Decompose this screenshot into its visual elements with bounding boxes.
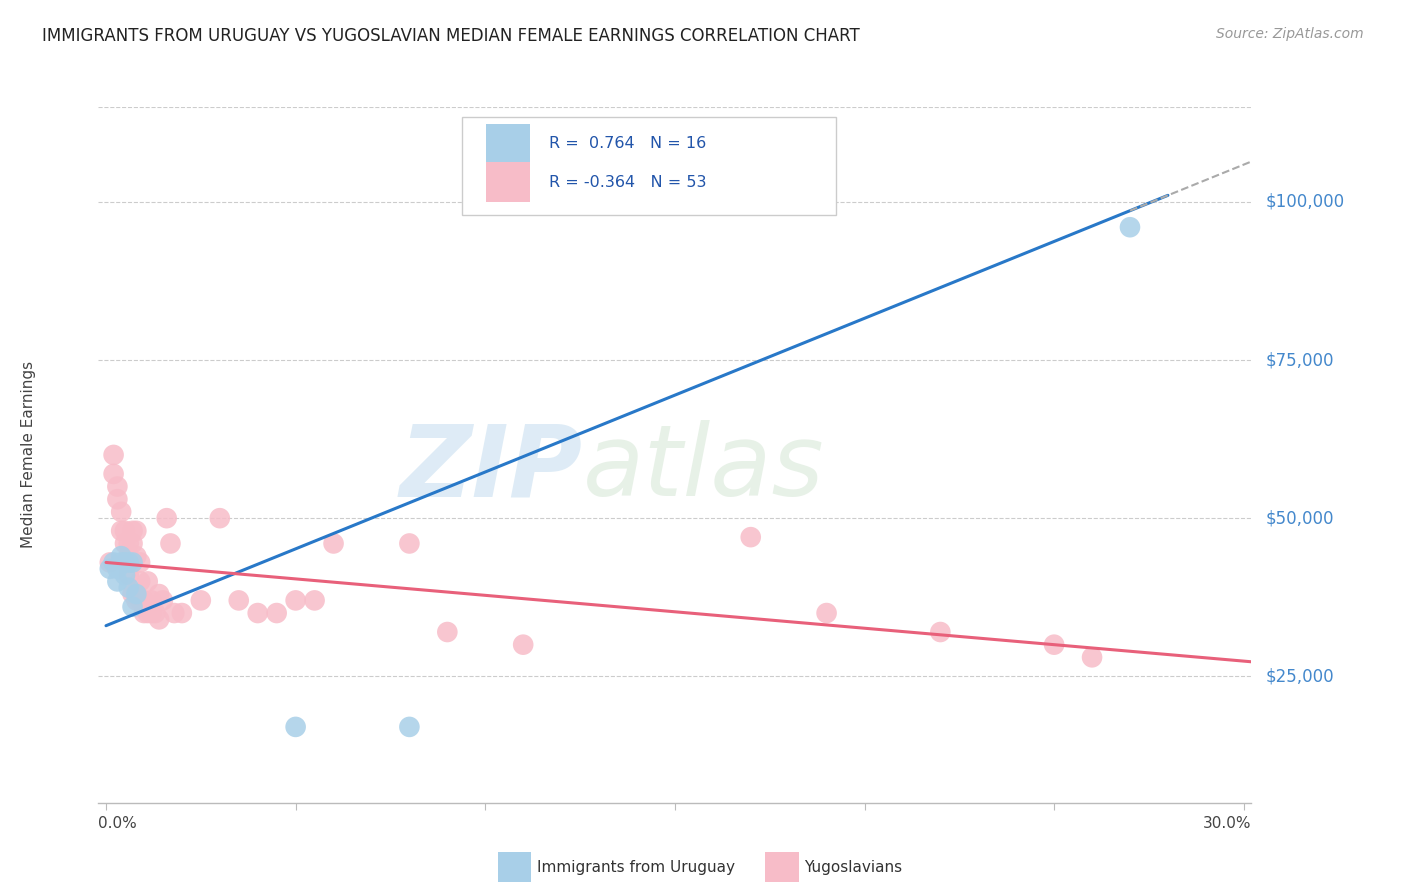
Point [136,574,159,589]
Point [125,524,148,538]
Point [152,593,174,607]
Point [512,638,534,652]
Point [1119,220,1142,235]
Point [98,556,121,570]
Point [266,606,288,620]
Text: $25,000: $25,000 [1265,667,1334,685]
FancyBboxPatch shape [486,124,530,163]
Text: Yugoslavians: Yugoslavians [804,860,903,874]
Point [121,556,143,570]
Point [105,574,128,589]
Point [105,562,128,576]
Point [121,587,143,601]
Point [105,479,128,493]
Point [110,556,132,570]
Point [125,587,148,601]
Point [159,536,181,550]
Point [118,568,141,582]
Point [103,467,125,481]
Point [125,549,148,563]
Point [103,556,125,570]
FancyBboxPatch shape [486,162,530,202]
Text: IMMIGRANTS FROM URUGUAY VS YUGOSLAVIAN MEDIAN FEMALE EARNINGS CORRELATION CHART: IMMIGRANTS FROM URUGUAY VS YUGOSLAVIAN M… [42,27,860,45]
Point [121,524,143,538]
Text: $100,000: $100,000 [1265,193,1344,211]
Point [129,574,152,589]
Point [118,581,141,595]
Point [398,720,420,734]
Point [110,524,132,538]
Text: $50,000: $50,000 [1265,509,1334,527]
Point [114,536,136,550]
Point [148,587,170,601]
Text: R = -0.364   N = 53: R = -0.364 N = 53 [550,175,707,190]
Text: ZIP: ZIP [399,420,582,517]
Point [929,625,952,640]
Point [129,593,152,607]
Text: 0.0%: 0.0% [98,816,138,831]
Point [436,625,458,640]
Point [136,606,159,620]
Point [114,556,136,570]
Text: Source: ZipAtlas.com: Source: ZipAtlas.com [1216,27,1364,41]
Point [141,593,163,607]
Text: atlas: atlas [582,420,824,517]
Point [398,536,420,550]
Point [132,593,155,607]
Point [114,524,136,538]
Point [304,593,326,607]
Point [98,562,121,576]
Point [148,612,170,626]
Point [118,556,141,570]
Text: $75,000: $75,000 [1265,351,1334,369]
Point [228,593,250,607]
Point [114,568,136,582]
Point [156,511,179,525]
Point [121,536,143,550]
Text: R =  0.764   N = 16: R = 0.764 N = 16 [550,136,706,152]
Point [110,505,132,519]
Point [114,556,136,570]
Point [740,530,762,544]
Text: 30.0%: 30.0% [1204,816,1251,831]
Point [208,511,231,525]
Point [1081,650,1104,665]
Point [103,448,125,462]
Point [121,556,143,570]
Point [105,492,128,507]
Point [284,720,307,734]
Point [815,606,838,620]
Point [132,606,155,620]
Point [190,593,212,607]
Point [170,606,193,620]
Point [163,606,186,620]
Point [322,536,344,550]
Point [129,556,152,570]
Point [141,606,163,620]
FancyBboxPatch shape [461,118,837,215]
Point [1043,638,1066,652]
Point [121,599,143,614]
Point [110,549,132,563]
Point [125,593,148,607]
Point [118,536,141,550]
Text: Median Female Earnings: Median Female Earnings [21,361,35,549]
Point [143,606,166,620]
Point [246,606,269,620]
Point [118,549,141,563]
Point [284,593,307,607]
Text: Immigrants from Uruguay: Immigrants from Uruguay [537,860,735,874]
